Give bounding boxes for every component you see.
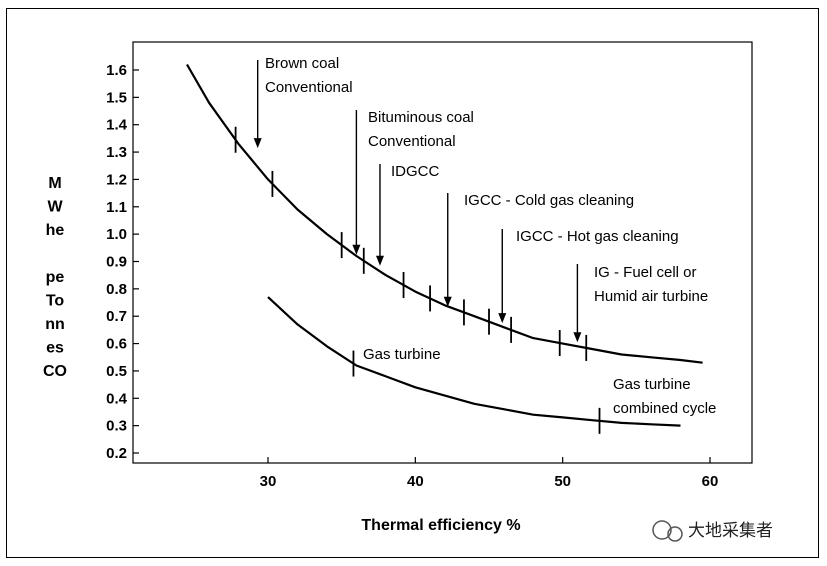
y-axis-title-line: CO [43, 363, 67, 380]
y-axis-title-line: M [48, 175, 61, 192]
y-tick-label: 1.2 [106, 171, 127, 188]
x-tick-label: 30 [260, 473, 277, 490]
y-tick-label: 1.0 [106, 226, 127, 243]
y-axis-title-line: es [46, 340, 64, 357]
y-tick-label: 0.4 [106, 390, 128, 407]
y-axis-title-line: pe [46, 269, 65, 286]
annotation-arrowhead [352, 244, 361, 255]
watermark-text: 大地采集者 [688, 521, 773, 541]
annotation-label: IG - Fuel cell or [594, 264, 697, 281]
annotation-arrowhead [253, 138, 262, 149]
annotation-label: Humid air turbine [594, 288, 708, 305]
series-2-line [267, 296, 681, 427]
x-tick-label: 50 [554, 473, 571, 490]
annotation-label: Conventional [265, 79, 353, 96]
annotation-label: Bituminous coal [368, 109, 474, 126]
y-tick-label: 1.3 [106, 144, 127, 161]
y-axis-title-line: To [46, 293, 65, 310]
y-tick-label: 1.5 [106, 89, 127, 106]
annotation-label: Gas turbine [363, 346, 441, 363]
y-tick-label: 0.6 [106, 336, 127, 353]
y-axis-title-line: W [47, 199, 63, 216]
series-1-line [186, 63, 703, 364]
y-axis-title-line: he [46, 222, 65, 239]
y-tick-label: 0.7 [106, 308, 127, 325]
figure-frame [6, 8, 819, 558]
annotation-label: Conventional [368, 133, 456, 150]
y-axis-title-line: nn [45, 316, 65, 333]
annotation-label: IGCC - Cold gas cleaning [464, 192, 634, 209]
annotation-label: IGCC - Hot gas cleaning [516, 228, 679, 245]
wechat-icon-bubble [667, 526, 683, 542]
annotation-label: IDGCC [391, 163, 440, 180]
plot-area [132, 41, 753, 464]
y-tick-label: 0.8 [106, 281, 127, 298]
y-tick-label: 0.5 [106, 363, 127, 380]
annotation-label: Brown coal [265, 55, 339, 72]
wechat-icon [652, 520, 672, 540]
watermark: 大地采集者 [652, 520, 773, 542]
x-tick-label: 60 [702, 473, 719, 490]
annotation-label: Gas turbine [613, 376, 691, 393]
annotation-arrowhead [498, 313, 507, 324]
y-tick-label: 0.3 [106, 418, 127, 435]
y-tick-label: 0.2 [106, 445, 127, 462]
annotation-label: combined cycle [613, 400, 716, 417]
annotation-arrowhead [375, 255, 384, 266]
annotation-arrowhead [443, 296, 452, 307]
x-tick-label: 40 [407, 473, 424, 490]
y-tick-label: 1.1 [106, 199, 127, 216]
y-tick-label: 1.6 [106, 62, 127, 79]
annotation-arrowhead [573, 332, 582, 343]
y-tick-label: 0.9 [106, 254, 127, 271]
x-axis-title: Thermal efficiency % [361, 517, 520, 534]
y-tick-label: 1.4 [106, 117, 128, 134]
